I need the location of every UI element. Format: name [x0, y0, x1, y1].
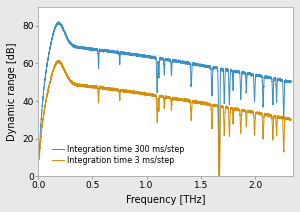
Y-axis label: Dynamic range [dB]: Dynamic range [dB]: [7, 42, 17, 141]
Integration time 3 ms/step: [197, 101, 201, 104]
X-axis label: Frequency [THz]: Frequency [THz]: [126, 195, 206, 205]
Integration time 3 ms/step: [129, 90, 132, 93]
Integration time 300 ms/step: [129, 53, 132, 55]
Integration time 300 ms/step: [217, 175, 221, 178]
Integration time 300 ms/step: [238, 70, 241, 73]
Integration time 3 ms/step: [50, 74, 54, 77]
Line: Integration time 300 ms/step: Integration time 300 ms/step: [39, 22, 291, 176]
Integration time 3 ms/step: [38, 158, 41, 161]
Integration time 300 ms/step: [50, 38, 54, 41]
Integration time 3 ms/step: [224, 107, 228, 109]
Integration time 3 ms/step: [56, 59, 60, 62]
Integration time 3 ms/step: [186, 100, 190, 103]
Integration time 300 ms/step: [186, 61, 190, 63]
Integration time 3 ms/step: [217, 175, 220, 178]
Line: Integration time 3 ms/step: Integration time 3 ms/step: [39, 60, 291, 176]
Legend: Integration time 300 ms/step, Integration time 3 ms/step: Integration time 300 ms/step, Integratio…: [50, 142, 187, 167]
Integration time 300 ms/step: [224, 68, 228, 70]
Integration time 300 ms/step: [38, 152, 41, 154]
Integration time 3 ms/step: [238, 109, 241, 111]
Integration time 300 ms/step: [197, 65, 201, 67]
Integration time 3 ms/step: [289, 118, 293, 121]
Integration time 300 ms/step: [289, 80, 293, 82]
Integration time 300 ms/step: [56, 21, 60, 23]
